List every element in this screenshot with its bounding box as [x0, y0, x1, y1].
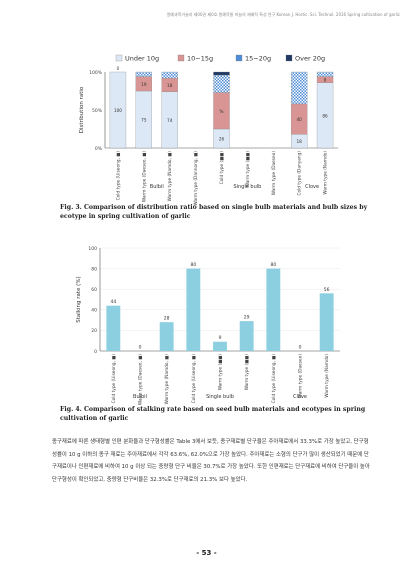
x-tick-label: Warm type (Namdo, ■): [167, 151, 173, 202]
group-label: Clove: [293, 394, 307, 400]
bar-segment: [213, 74, 230, 93]
x-tick-label: Warm type (Namdo): [324, 354, 330, 398]
x-tick-label: Warm type (Dannong, ■): [193, 151, 199, 206]
legend-swatch: [115, 54, 123, 62]
y-tick-label: 60: [91, 287, 97, 293]
data-label: 100: [114, 108, 122, 113]
x-tick-label: Warm type (Namdo): [323, 151, 329, 195]
x-tick-label: Warm type (Daeseo, ■): [141, 151, 147, 202]
distribution-ratio-chart: Under 10g 10~15g 15~20g Over 20g 0% 50% 100% Di…: [79, 54, 338, 206]
figure-2-caption: Fig. 4. Comparison of stalking rate base…: [60, 406, 366, 422]
bar: [266, 268, 281, 351]
data-label: 18: [167, 83, 173, 88]
x-tick-label: Warm type (■■): [245, 151, 251, 188]
y-tick-label: 100: [88, 246, 97, 252]
x-tick-label: Cold type (Danyang): [297, 151, 303, 196]
data-label: 75: [141, 118, 147, 123]
page-number: - 53 -: [196, 549, 217, 557]
data-label: 0: [299, 345, 302, 351]
x-tick-label: Warm type (Daeseo): [271, 151, 277, 196]
body-paragraph: 종구재료에 따른 생태형별 인편 분화율과 단구형성률은 Table 3에서 보…: [52, 439, 370, 483]
data-label: 0: [117, 66, 120, 71]
x-tick-label: Cold type (■■): [219, 151, 225, 185]
figure-2: 0 20 40 60 80 100 Stalking rate (%) 44 Cold type…: [0, 238, 413, 408]
data-label: 40: [296, 117, 302, 122]
x-tick-label: Cold type (Uiseong, ■): [115, 151, 121, 201]
y-tick-label: 0: [94, 349, 97, 355]
data-label: 9: [219, 335, 222, 341]
legend-label: Under 10g: [125, 55, 159, 63]
data-label: 18: [296, 139, 302, 144]
x-tick-label: Warm type (Daeseo, ■): [138, 354, 144, 405]
group-label: Bulbil: [150, 184, 164, 190]
data-label: 56: [324, 287, 330, 293]
legend-swatch: [285, 54, 293, 62]
bar-segment: [290, 71, 308, 105]
bar-segment: [135, 71, 153, 77]
data-label: %: [220, 109, 224, 114]
group-label: Bulbil: [133, 394, 147, 400]
data-label: 44: [110, 299, 116, 305]
x-tick-label: Cold type (Uiseong, ■): [271, 354, 277, 404]
bar-segment: [109, 71, 127, 149]
y-tick-label: 40: [91, 308, 97, 314]
bar-segment: [213, 71, 230, 76]
x-tick-label: Cold type (Uiseong, ■): [191, 354, 197, 404]
figure-1: Under 10g 10~15g 15~20g Over 20g 0% 50% 100% Di…: [0, 50, 413, 210]
data-label: 86: [322, 113, 328, 118]
bar: [319, 293, 334, 351]
y-axis-label: Distribution ratio: [79, 86, 85, 133]
data-label: 19: [141, 82, 147, 87]
y-tick-label: 0%: [95, 146, 103, 152]
data-label: 80: [190, 262, 196, 268]
group-label: Clove: [305, 184, 319, 190]
bar: [186, 268, 201, 351]
x-tick-label: Warm type (Daeseo): [298, 354, 304, 399]
data-label: 74: [167, 118, 173, 123]
x-tick-label: Warm type (■■): [244, 354, 250, 391]
legend-label: Over 20g: [295, 55, 325, 63]
bar-segment: [161, 71, 178, 79]
data-label: 80: [270, 262, 276, 268]
bar-segment: [316, 71, 334, 77]
data-label: 29: [244, 315, 250, 321]
data-label: 8: [324, 78, 327, 83]
x-tick-label: Warm type (Namdo, ■): [164, 354, 170, 405]
stalking-rate-chart: 0 20 40 60 80 100 Stalking rate (%) 44 Cold type…: [76, 246, 340, 405]
y-tick-label: 20: [91, 328, 97, 334]
bar: [159, 322, 174, 351]
x-tick-label: Warm type (■■): [218, 354, 224, 391]
y-tick-label: 100%: [89, 70, 103, 76]
figure-1-caption: Fig. 3. Comparison of distribution ratio…: [60, 204, 368, 220]
bar: [239, 321, 254, 351]
running-header: 원예과학기술지 제00권 제0호 원예작물 마늘의 재배적 특성 연구 Kore…: [166, 12, 400, 17]
y-axis-label: Stalking rate (%): [76, 276, 82, 322]
bar: [106, 305, 121, 351]
data-label: 28: [164, 316, 170, 322]
legend-swatch: [177, 54, 185, 62]
bar: [213, 341, 227, 351]
group-label: Single bulb: [206, 394, 234, 400]
group-label: Single bulb: [233, 184, 261, 190]
legend-label: 10~15g: [187, 55, 213, 63]
x-tick-label: Cold type (Uiseong, ■): [111, 354, 117, 404]
legend-label: 15~20g: [245, 55, 271, 63]
y-tick-label: 80: [91, 266, 97, 272]
y-tick-label: 50%: [92, 108, 103, 114]
legend-swatch: [235, 54, 243, 62]
data-label: 0: [139, 345, 142, 351]
data-label: 26: [219, 137, 225, 142]
